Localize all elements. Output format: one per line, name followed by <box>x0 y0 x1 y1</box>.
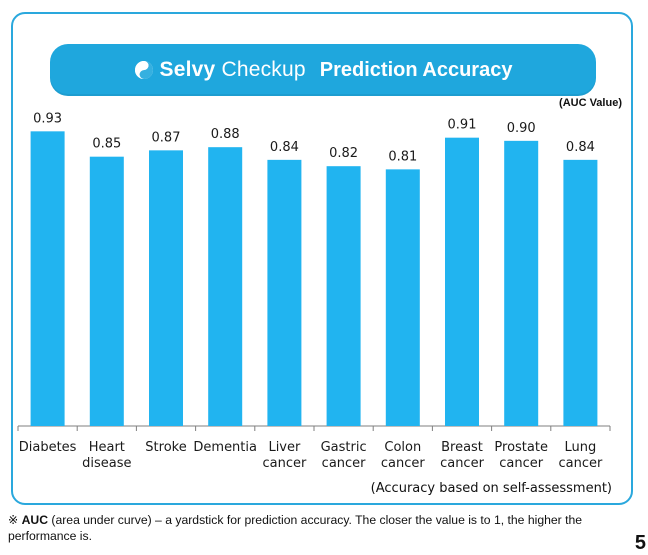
bar-diabetes <box>30 131 65 426</box>
data-label: 0.81 <box>388 149 417 164</box>
footer-term: AUC <box>21 513 49 527</box>
bar-colon-cancer <box>385 169 420 426</box>
category-label: Breast cancer <box>440 440 484 471</box>
bar-gastric-cancer <box>326 166 361 427</box>
bar-stroke <box>149 150 183 427</box>
category-label: Liver cancer <box>262 440 306 471</box>
category-label: Stroke <box>145 440 186 455</box>
bar-prostate-cancer <box>504 140 539 426</box>
category-label: Heart disease <box>82 440 131 471</box>
data-label: 0.91 <box>448 118 477 133</box>
data-label: 0.90 <box>507 121 536 136</box>
title-banner: Selvy Checkup Prediction Accuracy <box>50 44 596 96</box>
bar-breast-cancer <box>445 137 479 426</box>
data-label: 0.84 <box>270 140 299 155</box>
data-label: 0.84 <box>566 140 595 155</box>
brand-name: Selvy Checkup <box>160 58 306 82</box>
page-number: 5 <box>634 532 646 554</box>
category-label: Lung cancer <box>558 440 602 471</box>
footer-note: ※ AUC (area under curve) – a yardstick f… <box>8 512 618 544</box>
reference-mark: ※ <box>8 513 19 527</box>
bar-liver-cancer <box>267 159 302 426</box>
bar-dementia <box>208 147 243 426</box>
brand-logo-lockup: Selvy Checkup <box>134 58 306 82</box>
category-label: Gastric cancer <box>321 440 367 471</box>
chart-title: Prediction Accuracy <box>319 58 513 81</box>
data-label: 0.93 <box>33 111 62 126</box>
bar-heart-disease <box>89 156 124 426</box>
data-label: 0.88 <box>211 127 240 142</box>
brand-name-strong: Selvy <box>159 58 216 81</box>
category-label: Colon cancer <box>381 440 425 471</box>
selvy-logo-icon <box>134 61 153 79</box>
assessment-note: (Accuracy based on self-assessment) <box>370 481 612 496</box>
category-label: Diabetes <box>19 440 77 455</box>
category-label: Prostate cancer <box>494 440 548 471</box>
unit-label: (AUC Value) <box>559 97 622 109</box>
category-label: Dementia <box>193 440 257 455</box>
data-label: 0.85 <box>92 137 121 152</box>
bar-lung-cancer <box>563 159 598 426</box>
brand-name-rest: Checkup <box>221 58 306 81</box>
data-label: 0.82 <box>329 146 358 161</box>
data-label: 0.87 <box>152 130 181 145</box>
footer-description: (area under curve) – a yardstick for pre… <box>8 513 583 543</box>
